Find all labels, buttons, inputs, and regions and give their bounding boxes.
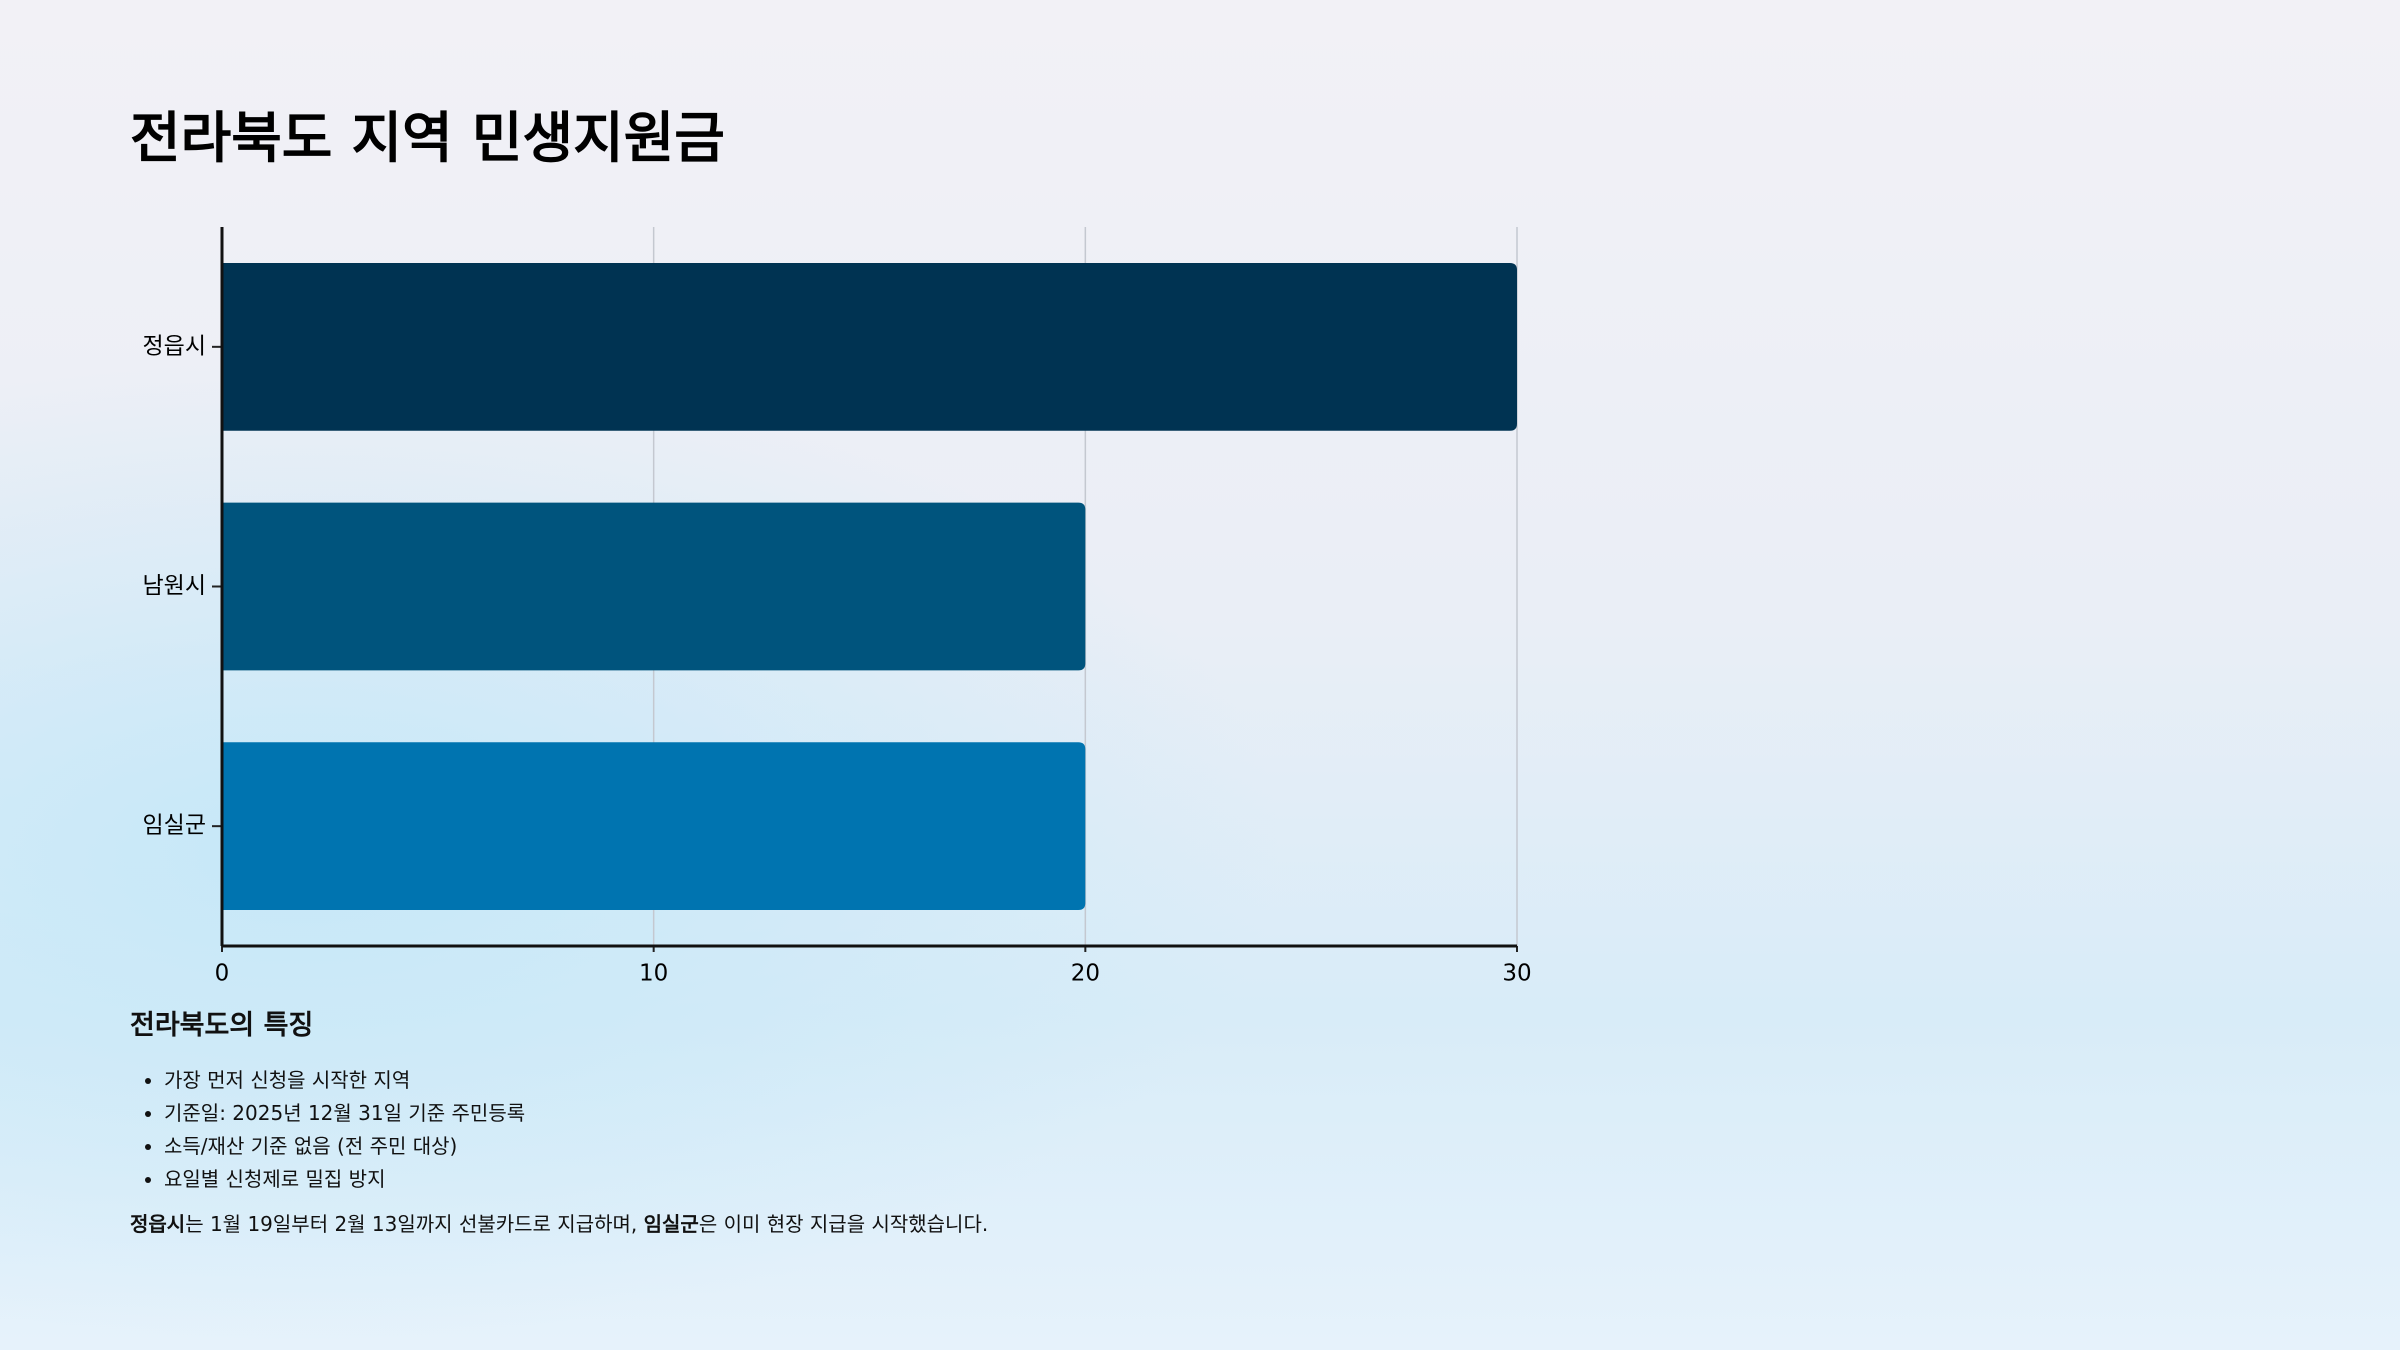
y-tick-label: 남원시 bbox=[143, 573, 206, 599]
x-tick-label: 0 bbox=[215, 961, 230, 987]
paragraph: 정읍시는 1월 19일부터 2월 13일까지 선불카드로 지급하며, 임실군은 … bbox=[130, 1208, 1630, 1237]
bullet-list: 가장 먼저 신청을 시작한 지역기준일: 2025년 12월 31일 기준 주민… bbox=[130, 1064, 1630, 1196]
bullet-item: 요일별 신청제로 밀집 방지 bbox=[164, 1163, 1630, 1196]
paragraph-text: 정읍시 bbox=[130, 1212, 186, 1236]
notes-heading: 전라북도의 특징 bbox=[130, 1010, 314, 1041]
bar bbox=[222, 262, 1517, 431]
paragraph-text: 는 1월 19일부터 2월 13일까지 선불카드로 지급하며, bbox=[185, 1212, 644, 1236]
x-tick-label: 30 bbox=[1502, 961, 1531, 987]
bullet-item: 소득/재산 기준 없음 (전 주민 대상) bbox=[164, 1130, 1630, 1163]
x-tick-label: 10 bbox=[639, 961, 668, 987]
notes: 전라북도의 특징 가장 먼저 신청을 시작한 지역기준일: 2025년 12월 … bbox=[130, 1003, 1630, 1237]
y-tick-label: 임실군 bbox=[143, 813, 206, 839]
chart-title: 전라북도 지역 민생지원금 bbox=[130, 106, 725, 170]
bar bbox=[222, 742, 1086, 911]
x-tick-label: 20 bbox=[1071, 961, 1100, 987]
bullet-item: 가장 먼저 신청을 시작한 지역 bbox=[164, 1064, 1630, 1097]
y-tick-label: 정읍시 bbox=[143, 333, 206, 359]
bar bbox=[222, 502, 1086, 671]
paragraph-text: 은 이미 현장 지급을 시작했습니다. bbox=[698, 1212, 989, 1236]
paragraph-text: 임실군 bbox=[643, 1212, 699, 1236]
bullet-item: 기준일: 2025년 12월 31일 기준 주민등록 bbox=[164, 1097, 1630, 1130]
